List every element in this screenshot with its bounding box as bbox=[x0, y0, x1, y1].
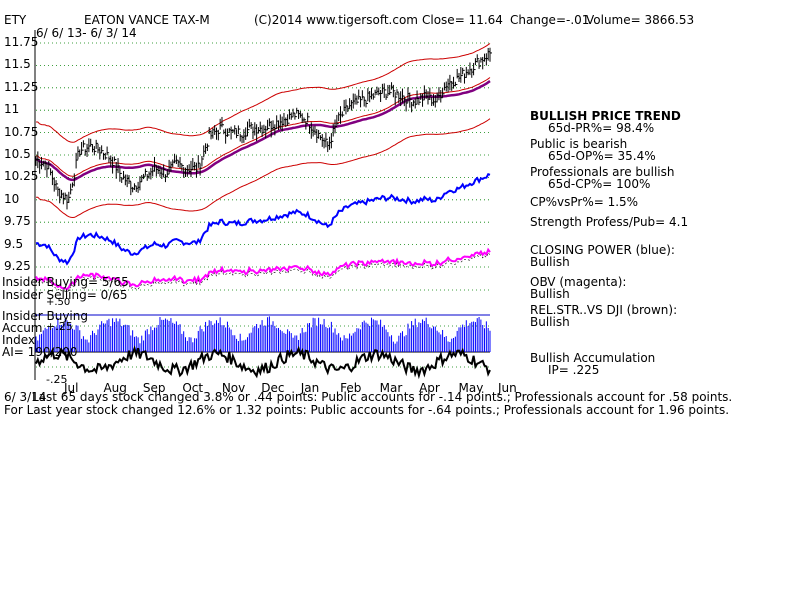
volume-value: Volume= 3866.53 bbox=[586, 13, 695, 27]
month-label: Oct bbox=[182, 381, 204, 395]
relstr-status: Bullish bbox=[530, 315, 570, 329]
ip-value: IP= .225 bbox=[548, 363, 600, 377]
pr-value: 65d-PR%= 98.4% bbox=[548, 121, 655, 135]
month-label: May bbox=[458, 381, 484, 395]
accum-title: Bullish Accumulation bbox=[530, 351, 656, 365]
summary-65d: Last 65 days stock changed 3.8% or .44 p… bbox=[32, 390, 733, 404]
closing-power bbox=[35, 172, 491, 266]
month-label: Nov bbox=[221, 381, 246, 395]
closing-power-status: Bullish bbox=[530, 255, 570, 269]
y-tick-label: 11 bbox=[4, 102, 20, 117]
prof-status: Professionals are bullish bbox=[530, 165, 675, 179]
accum-bars bbox=[35, 316, 491, 352]
accum-label: Accum bbox=[2, 321, 43, 335]
y-tick-label: 10.5 bbox=[4, 147, 31, 161]
closing-power-line bbox=[35, 172, 491, 266]
minus25-label: -.25 bbox=[46, 373, 68, 386]
moving-average bbox=[36, 80, 491, 182]
ma-line bbox=[36, 80, 491, 182]
y-tick-label: 9.25 bbox=[4, 259, 31, 273]
ai-label: AI= 190/200 bbox=[2, 345, 78, 359]
y-tick-label: 10.25 bbox=[4, 169, 39, 184]
insider-buying2-label: Insider Buying bbox=[2, 309, 88, 323]
cpvspr-value: CP%vsPr%= 1.5% bbox=[530, 195, 639, 209]
insider-selling-label: Insider Selling= 0/65 bbox=[2, 288, 128, 302]
y-tick-label: 10.75 bbox=[4, 124, 39, 139]
summary-year: For Last year stock changed 12.6% or 1.3… bbox=[4, 403, 730, 417]
month-label: Jun bbox=[498, 381, 517, 395]
strength-value: Strength Profess/Pub= 4.1 bbox=[530, 215, 689, 229]
y-tick-label: 11.25 bbox=[4, 79, 39, 94]
y-tick-label: 10 bbox=[4, 191, 20, 206]
obv-ma bbox=[35, 252, 491, 293]
plus50-label: +.50 bbox=[46, 297, 71, 308]
closing-power-label: CLOSING POWER (blue): bbox=[530, 243, 675, 257]
y-tick-label: 9.75 bbox=[4, 214, 31, 229]
month-label: Dec bbox=[261, 381, 285, 395]
close-value: Close= 11.64 bbox=[422, 13, 503, 27]
security-name: EATON VANCE TAX-M bbox=[84, 13, 210, 27]
price-bars bbox=[35, 47, 492, 210]
op-value: 65d-OP%= 35.4% bbox=[548, 149, 656, 163]
bollinger-bands bbox=[36, 43, 491, 219]
public-status: Public is bearish bbox=[530, 137, 628, 151]
index-label: Index bbox=[2, 333, 36, 347]
month-label: Apr bbox=[419, 381, 440, 395]
date-stamp: 6/ 3/14 bbox=[4, 390, 47, 404]
month-label: Jan bbox=[300, 381, 320, 395]
change-value: Change=-.01 bbox=[510, 13, 590, 27]
copyright: (C)2014 www.tigersoft.com bbox=[254, 13, 418, 27]
symbol: ETY bbox=[4, 13, 27, 27]
y-tick-label: 11.5 bbox=[4, 57, 31, 72]
obv-status: Bullish bbox=[530, 287, 570, 301]
y-tick-label: 9.5 bbox=[4, 236, 24, 251]
month-label: Jul bbox=[64, 381, 79, 395]
obv bbox=[35, 247, 491, 291]
trend-heading: BULLISH PRICE TREND bbox=[530, 109, 681, 123]
plus25-label: +.25 bbox=[46, 320, 73, 333]
month-label: Feb bbox=[340, 381, 362, 395]
date-range: 6/ 6/ 13- 6/ 3/ 14 bbox=[36, 26, 137, 40]
insider-buying-label: Insider Buying= 5/65 bbox=[2, 275, 129, 289]
lower-band bbox=[36, 118, 491, 219]
relstr-line bbox=[35, 345, 491, 380]
inner-band bbox=[36, 77, 491, 177]
relstr-label: REL.STR..VS DJI (brown): bbox=[530, 303, 678, 317]
month-label: Aug bbox=[103, 381, 127, 395]
month-label: Mar bbox=[379, 381, 403, 395]
obv-label: OBV (magenta): bbox=[530, 275, 627, 289]
y-tick-label: 11.75 bbox=[4, 35, 39, 49]
upper-band bbox=[36, 43, 491, 143]
month-label: Sep bbox=[142, 381, 166, 395]
cp-value: 65d-CP%= 100% bbox=[548, 177, 651, 191]
obv-line bbox=[35, 247, 491, 293]
relstr bbox=[35, 345, 491, 380]
